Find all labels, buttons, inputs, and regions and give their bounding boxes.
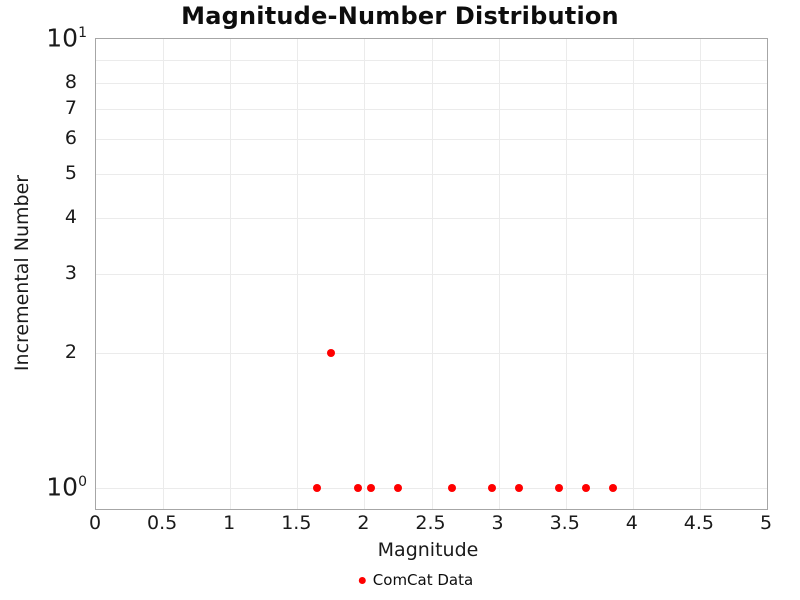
y-gridline — [96, 108, 767, 110]
x-axis-label: Magnitude — [377, 539, 479, 561]
x-tick-label: 3 — [491, 512, 504, 534]
y-tick-label: 5 — [64, 162, 77, 185]
legend-marker-icon — [358, 576, 366, 584]
y-gridline — [96, 353, 767, 355]
y-gridline — [96, 174, 767, 176]
x-tick-label: 4.5 — [683, 512, 714, 534]
x-tick-label: 3.5 — [549, 512, 580, 534]
y-gridline — [96, 217, 767, 219]
data-point — [581, 484, 590, 493]
data-point — [608, 484, 617, 493]
x-tick-label: 2 — [357, 512, 370, 534]
y-tick-label: 7 — [64, 96, 77, 119]
x-tick-label: 4 — [625, 512, 638, 534]
y-tick-label: 4 — [64, 205, 77, 228]
y-tick-label: 3 — [64, 262, 77, 284]
x-tick-label: 2.5 — [415, 512, 446, 534]
legend-label: ComCat Data — [372, 571, 474, 589]
y-tick-label: 8 — [64, 70, 77, 93]
y-tick-label: 100 — [46, 472, 87, 502]
data-point — [393, 484, 402, 493]
data-point — [487, 484, 496, 493]
y-gridline — [96, 488, 767, 490]
y-gridline — [96, 59, 767, 61]
y-gridline — [96, 138, 767, 140]
data-point — [447, 484, 456, 493]
y-tick-label: 101 — [46, 23, 87, 53]
data-point — [367, 484, 376, 493]
plot-area — [95, 38, 768, 510]
y-tick-label: 2 — [64, 341, 77, 364]
legend: ComCat Data — [358, 571, 474, 589]
data-point — [353, 484, 362, 493]
data-point — [554, 484, 563, 493]
x-tick-label: 0.5 — [146, 512, 178, 534]
data-point — [326, 349, 335, 358]
data-point — [313, 484, 322, 493]
x-tick-label: 0 — [88, 512, 102, 534]
y-gridline — [96, 274, 767, 275]
chart-title: Magnitude-Number Distribution — [181, 2, 619, 30]
x-tick-label: 1 — [223, 512, 236, 534]
y-gridline — [96, 82, 767, 84]
data-point — [514, 484, 523, 493]
x-tick-label: 5 — [759, 512, 773, 534]
y-tick-label: 6 — [64, 126, 77, 149]
x-tick-label: 1.5 — [281, 512, 312, 534]
